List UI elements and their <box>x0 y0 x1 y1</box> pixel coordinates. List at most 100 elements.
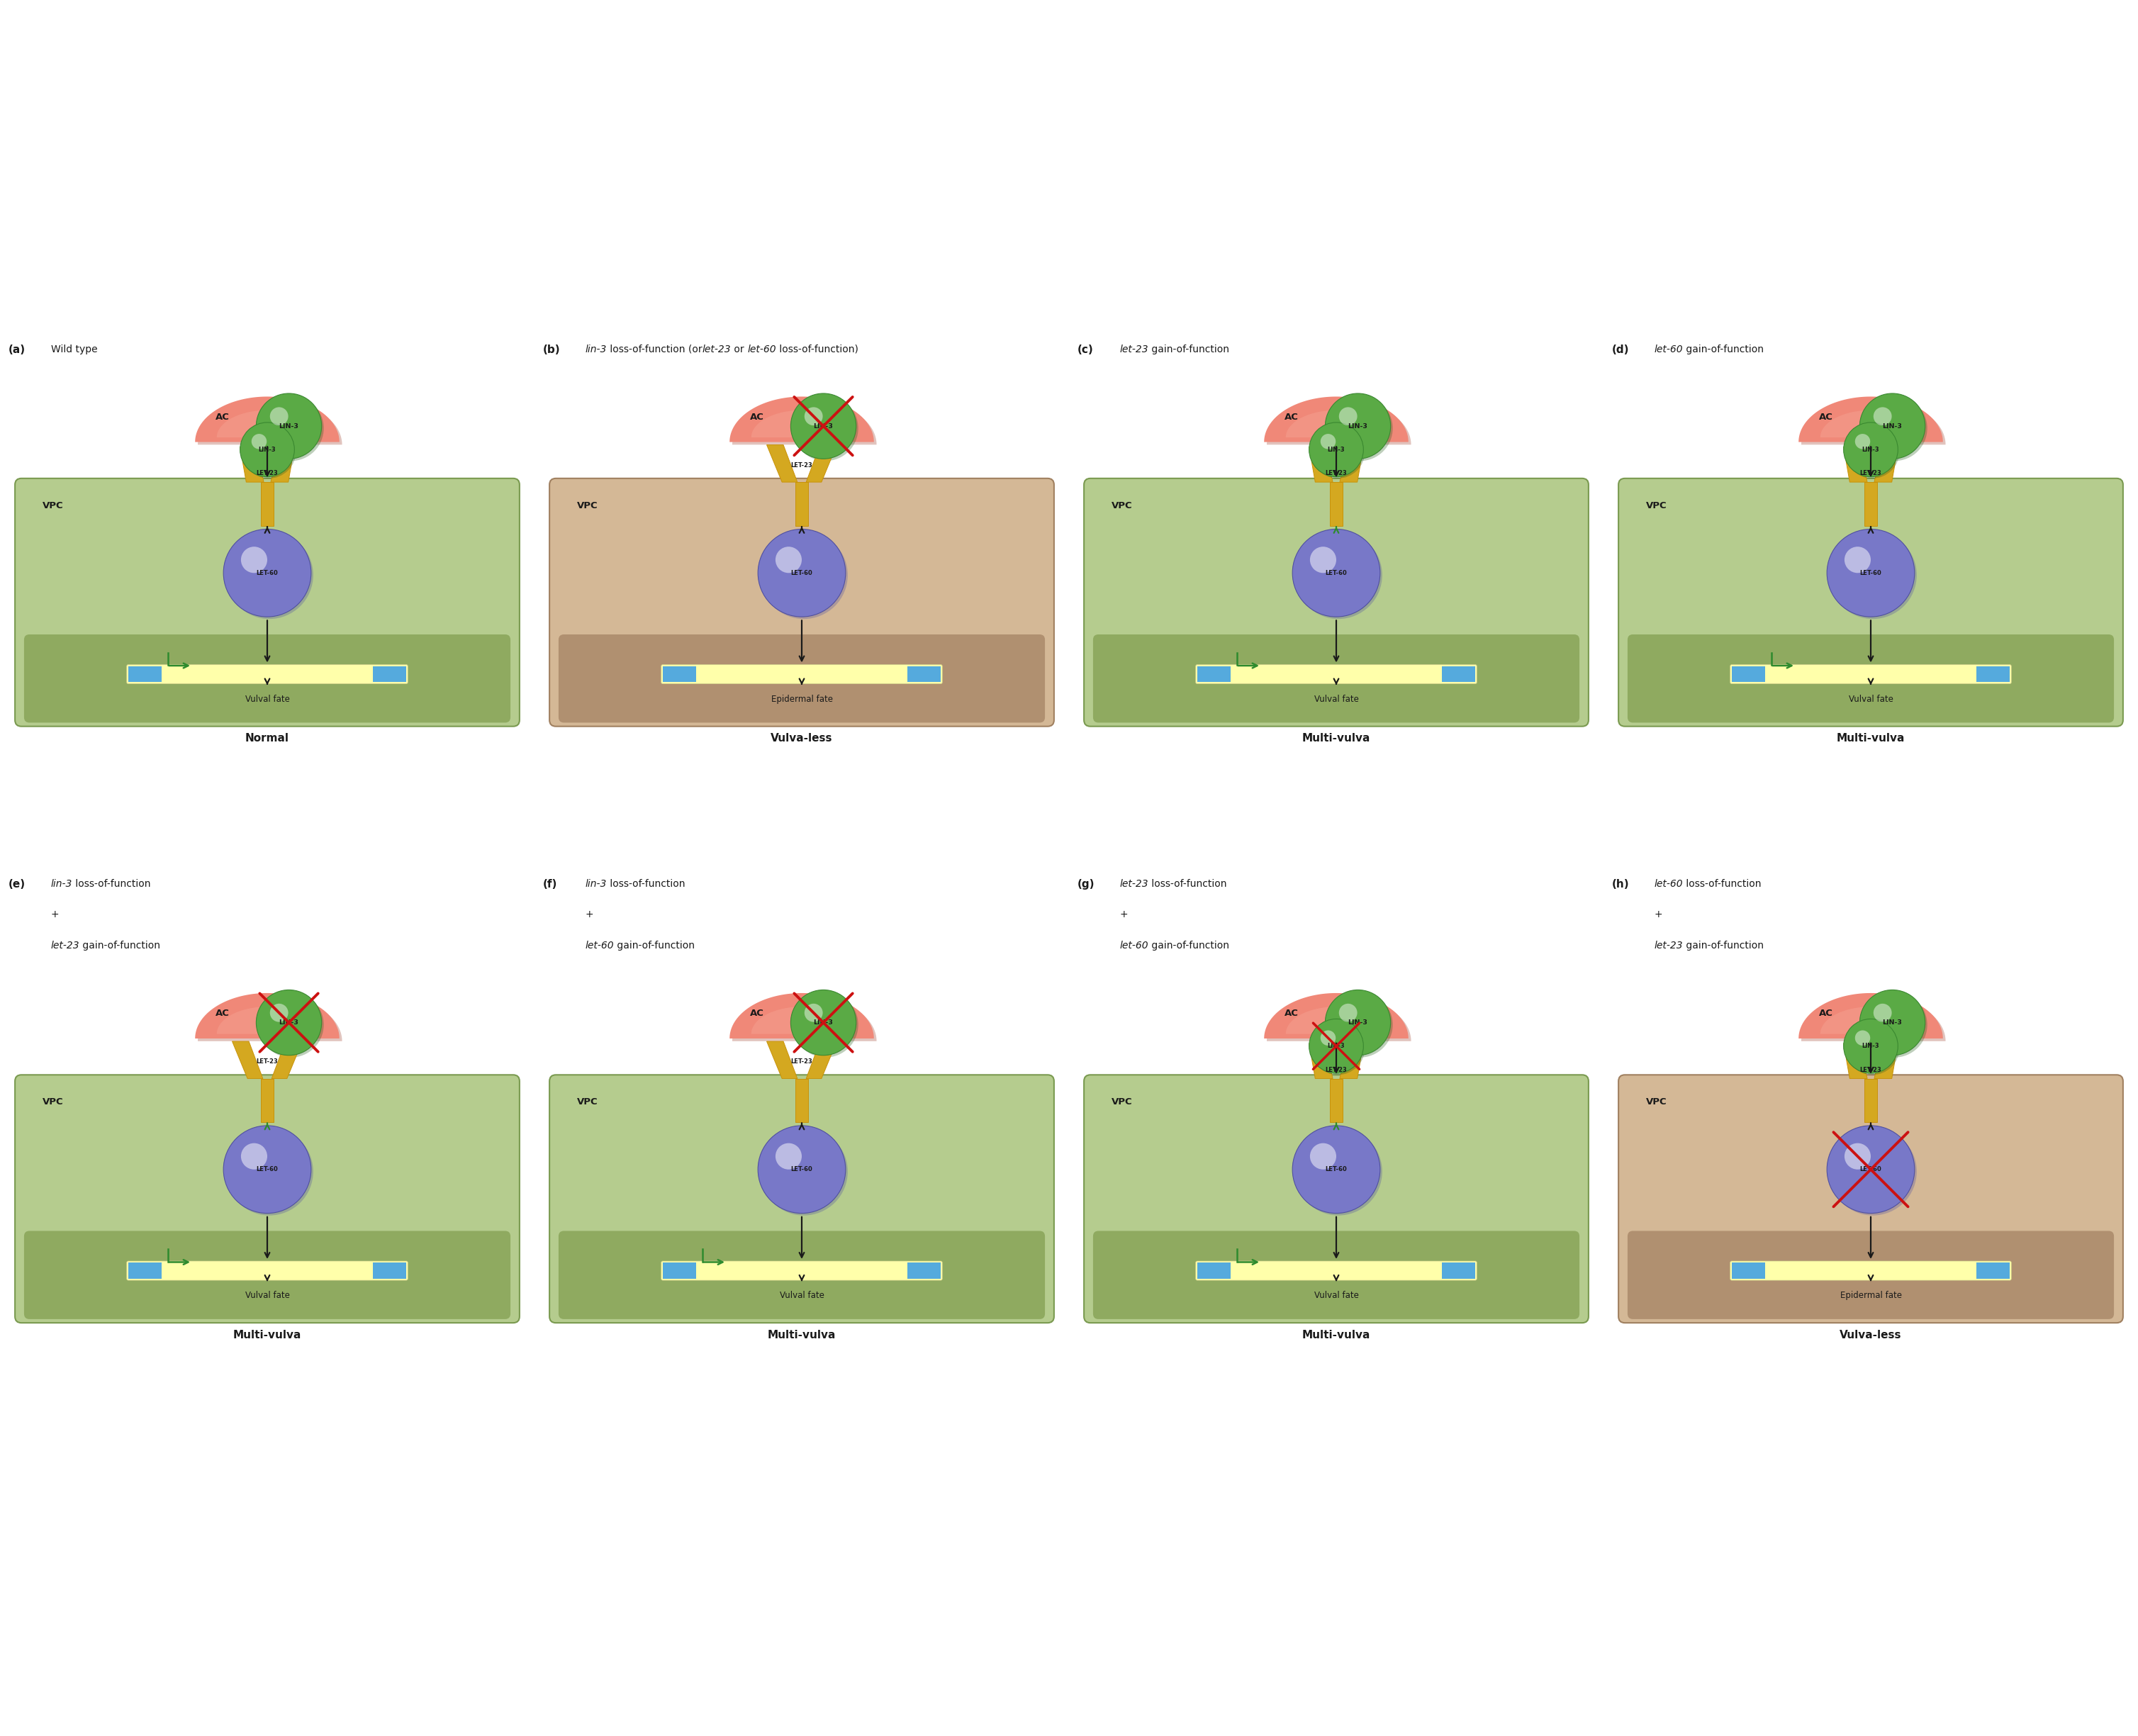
Text: VPC: VPC <box>577 500 599 510</box>
Circle shape <box>1862 396 1926 462</box>
Text: Multi-vulva: Multi-vulva <box>1302 733 1370 745</box>
Polygon shape <box>272 1042 301 1078</box>
Text: AC: AC <box>1819 413 1832 422</box>
Polygon shape <box>195 396 340 443</box>
Bar <box>663 1262 697 1279</box>
Text: VPC: VPC <box>43 500 64 510</box>
Text: loss-of-function: loss-of-function <box>607 878 684 889</box>
Text: LET-23: LET-23 <box>1860 1066 1881 1073</box>
Polygon shape <box>233 1042 263 1078</box>
Text: LET-60: LET-60 <box>257 1167 278 1172</box>
FancyBboxPatch shape <box>126 665 408 684</box>
Circle shape <box>269 1003 289 1023</box>
Circle shape <box>1311 1021 1364 1075</box>
Text: LET-23: LET-23 <box>1326 470 1347 476</box>
Text: let-23: let-23 <box>701 344 731 354</box>
Bar <box>1864 483 1877 526</box>
Polygon shape <box>1875 1043 1899 1078</box>
Polygon shape <box>729 993 874 1038</box>
Text: LET-60: LET-60 <box>1326 569 1347 576</box>
Bar <box>372 667 406 682</box>
Bar <box>1864 1078 1877 1123</box>
Text: LET-60: LET-60 <box>1860 1167 1881 1172</box>
Circle shape <box>239 422 295 477</box>
Text: (a): (a) <box>9 344 26 354</box>
Text: AC: AC <box>216 413 229 422</box>
Text: AC: AC <box>1285 413 1298 422</box>
Circle shape <box>1321 1031 1336 1045</box>
Bar <box>128 667 162 682</box>
Text: LIN-3: LIN-3 <box>1884 424 1903 429</box>
Text: LET-23: LET-23 <box>257 1059 278 1064</box>
Text: VPC: VPC <box>43 1097 64 1106</box>
Circle shape <box>761 1128 847 1215</box>
Text: loss-of-function (or: loss-of-function (or <box>607 344 701 354</box>
Text: let-60: let-60 <box>1655 878 1683 889</box>
Text: LET-23: LET-23 <box>1860 470 1881 476</box>
Polygon shape <box>750 410 853 437</box>
Circle shape <box>1311 424 1364 479</box>
Bar <box>1441 1262 1475 1279</box>
Polygon shape <box>768 444 797 483</box>
Text: LIN-3: LIN-3 <box>280 1019 299 1026</box>
Circle shape <box>1830 531 1916 620</box>
Circle shape <box>1338 408 1358 425</box>
Polygon shape <box>1264 396 1409 443</box>
Circle shape <box>804 1003 823 1023</box>
Circle shape <box>791 990 855 1055</box>
Circle shape <box>227 1128 314 1215</box>
Bar <box>261 483 274 526</box>
Text: (d): (d) <box>1612 344 1629 354</box>
Circle shape <box>242 1142 267 1170</box>
Circle shape <box>1873 408 1892 425</box>
Polygon shape <box>239 448 263 483</box>
Polygon shape <box>1798 993 1943 1038</box>
Polygon shape <box>1800 996 1946 1042</box>
Bar <box>1441 667 1475 682</box>
Text: gain-of-function: gain-of-function <box>614 941 695 951</box>
FancyBboxPatch shape <box>15 1075 520 1323</box>
Polygon shape <box>1819 410 1922 437</box>
Circle shape <box>1845 424 1899 479</box>
Text: +: + <box>51 910 60 920</box>
Bar <box>1197 1262 1231 1279</box>
Circle shape <box>1873 1003 1892 1023</box>
FancyBboxPatch shape <box>661 665 943 684</box>
Polygon shape <box>731 996 877 1042</box>
Text: (e): (e) <box>9 878 26 889</box>
Circle shape <box>1311 1142 1336 1170</box>
Bar <box>1330 483 1343 526</box>
Circle shape <box>1862 991 1926 1057</box>
Polygon shape <box>1341 1043 1364 1078</box>
FancyBboxPatch shape <box>549 1075 1054 1323</box>
Text: loss-of-function: loss-of-function <box>1683 878 1762 889</box>
Text: (c): (c) <box>1078 344 1093 354</box>
Circle shape <box>1308 1019 1364 1073</box>
Circle shape <box>1291 1125 1381 1213</box>
Polygon shape <box>806 1042 836 1078</box>
Text: LET-60: LET-60 <box>1860 569 1881 576</box>
Text: Vulval fate: Vulval fate <box>780 1292 823 1300</box>
Text: AC: AC <box>1819 1009 1832 1017</box>
Bar <box>261 1078 274 1123</box>
FancyBboxPatch shape <box>1093 1231 1580 1319</box>
Text: LET-23: LET-23 <box>791 462 812 469</box>
Polygon shape <box>272 448 295 483</box>
Text: LIN-3: LIN-3 <box>280 424 299 429</box>
Polygon shape <box>195 993 340 1038</box>
Polygon shape <box>1843 448 1866 483</box>
Circle shape <box>224 529 312 616</box>
Circle shape <box>1826 1125 1916 1213</box>
FancyBboxPatch shape <box>1627 1231 2114 1319</box>
Circle shape <box>1321 434 1336 450</box>
Circle shape <box>1856 1031 1871 1045</box>
Text: Epidermal fate: Epidermal fate <box>772 694 832 703</box>
FancyBboxPatch shape <box>1093 634 1580 722</box>
Circle shape <box>804 408 823 425</box>
Text: LIN-3: LIN-3 <box>815 424 834 429</box>
Circle shape <box>1843 1019 1899 1073</box>
Polygon shape <box>216 1007 319 1035</box>
Text: VPC: VPC <box>577 1097 599 1106</box>
Circle shape <box>1328 396 1392 462</box>
Polygon shape <box>750 1007 853 1035</box>
